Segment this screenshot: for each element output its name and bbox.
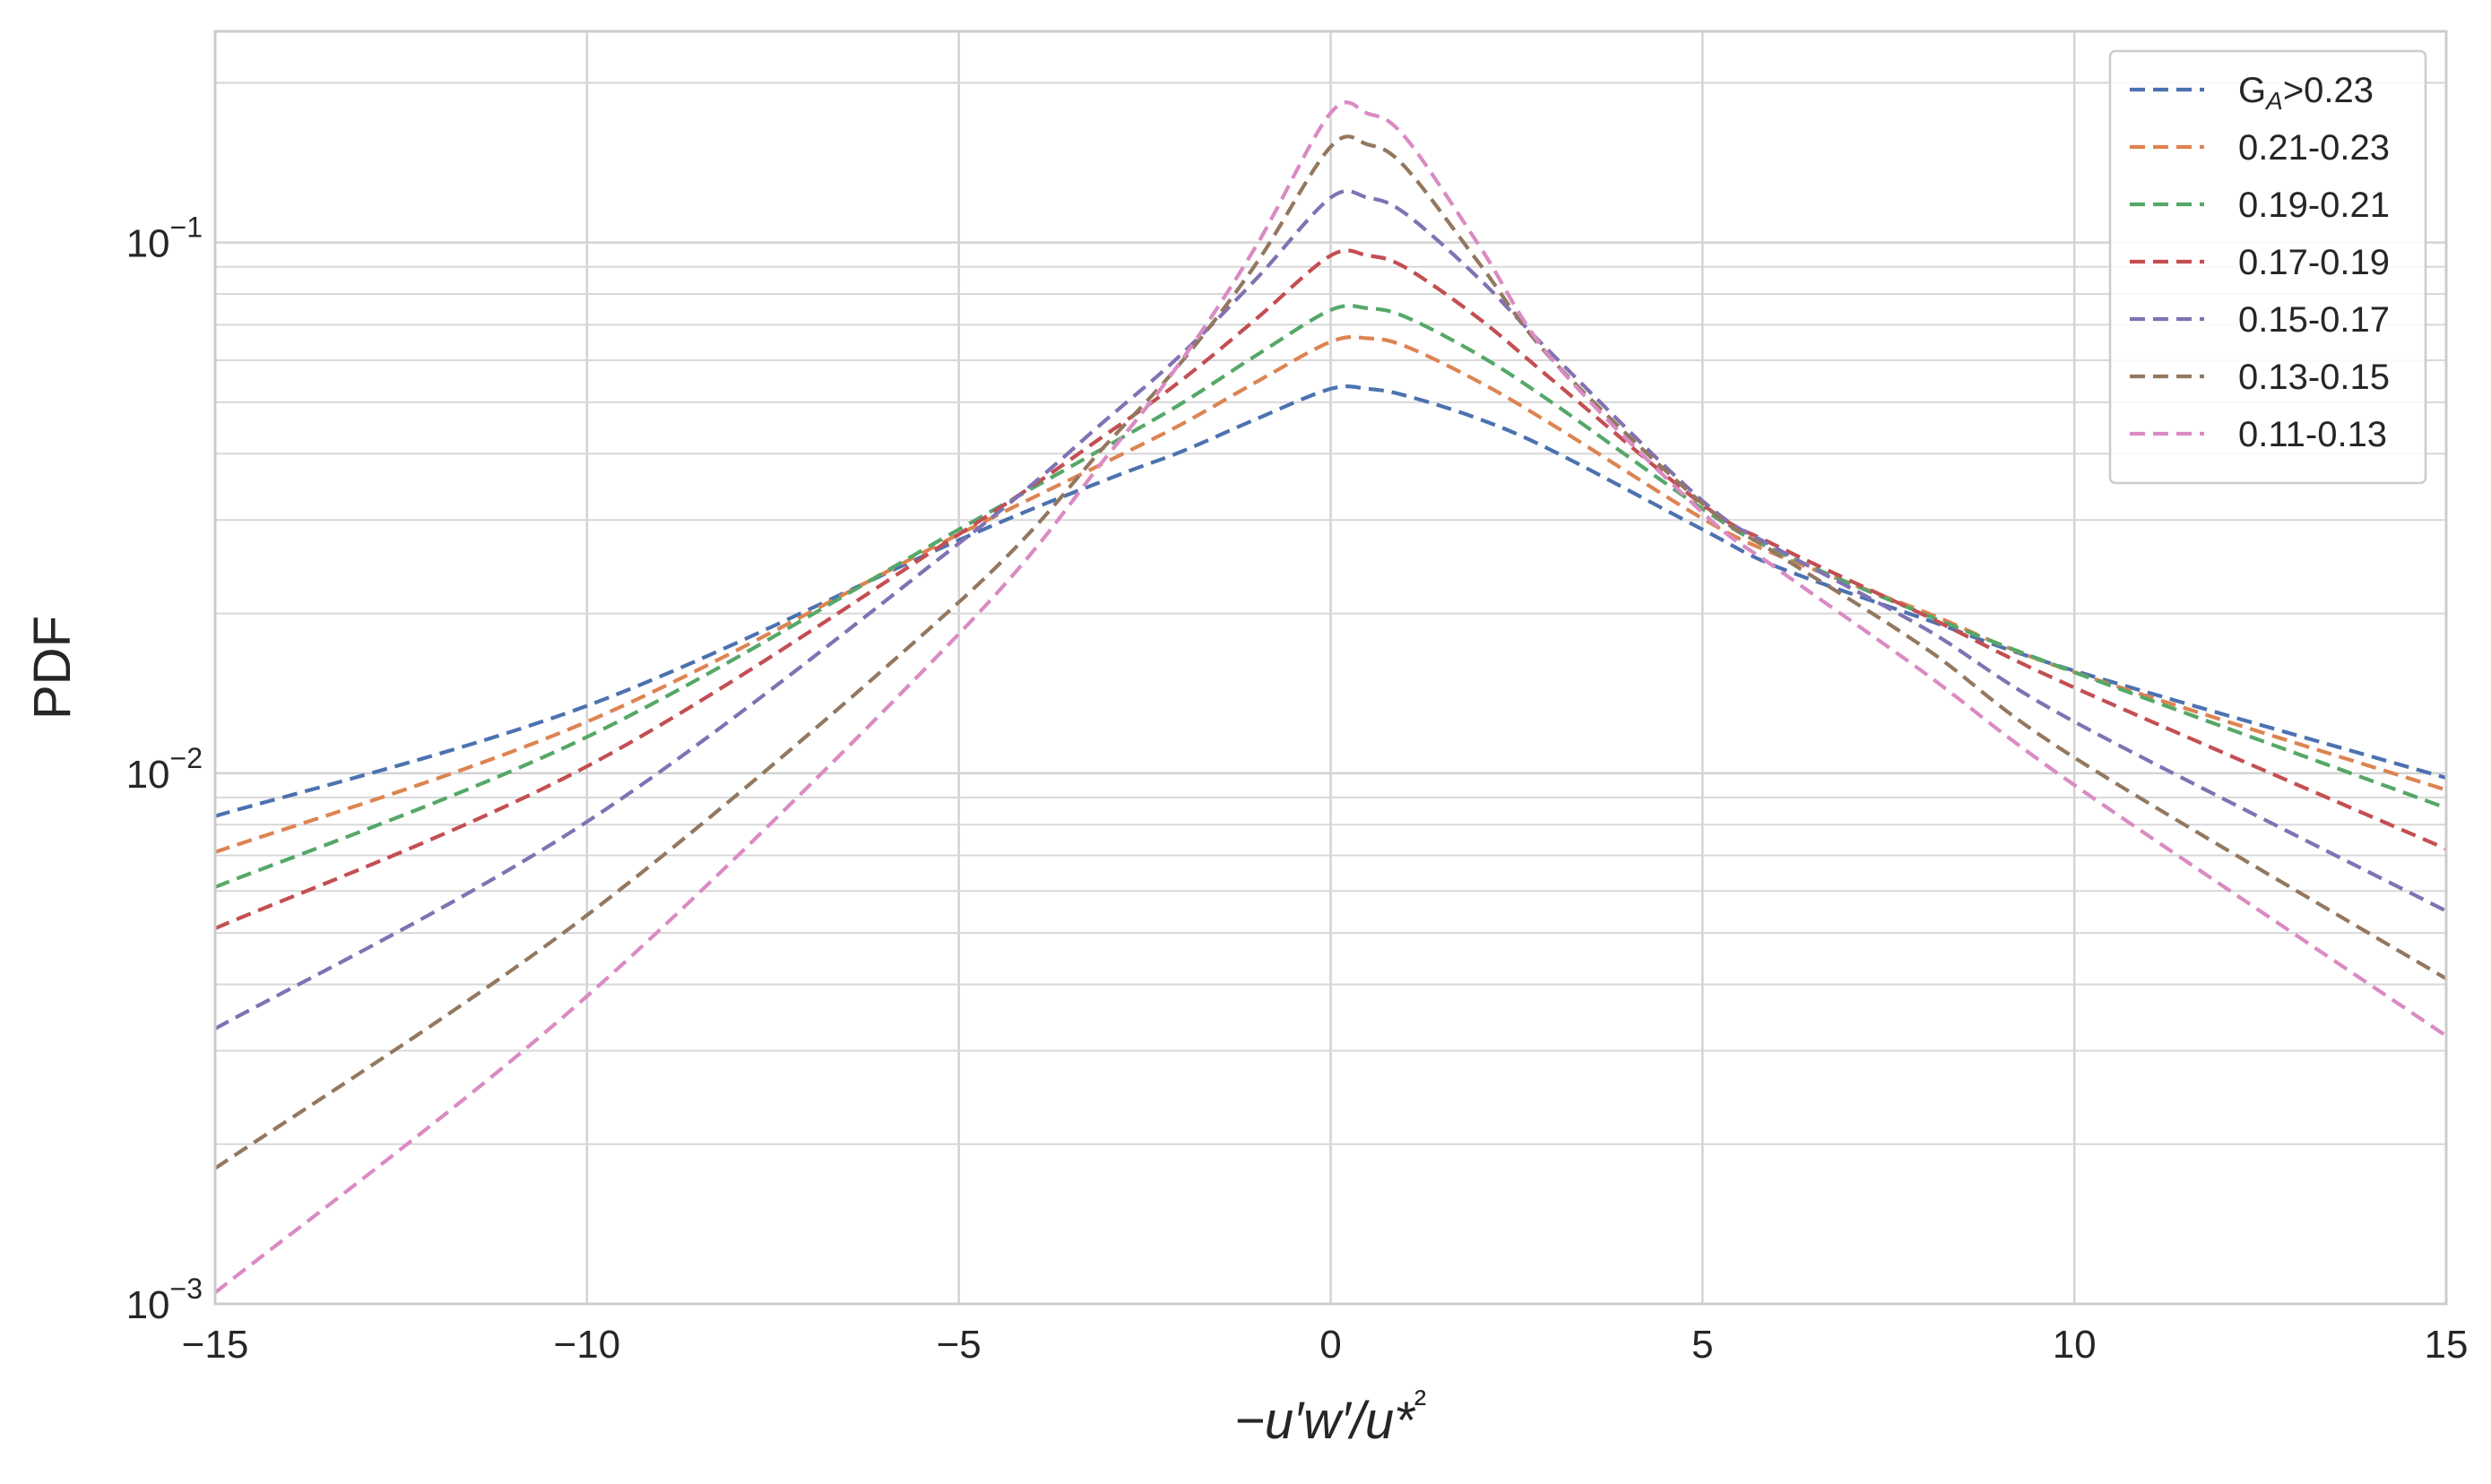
legend-entry: 0.11-0.13 — [2238, 415, 2387, 454]
legend-entry: GA>0.23 — [2238, 71, 2374, 115]
legend-entry: 0.13-0.15 — [2238, 358, 2390, 397]
plot-frame — [213, 30, 2448, 1306]
series-line-4 — [214, 248, 2447, 930]
y-tick-labels: 10−3 10−2 10−1 — [126, 211, 203, 1327]
y-tick-label: 10−3 — [126, 1273, 203, 1327]
x-tick-labels: −15 −10 −5 0 5 10 15 — [182, 1323, 2469, 1367]
y-tick-label: 10−1 — [126, 211, 203, 266]
series-lines — [213, 100, 2448, 1295]
x-tick-label: 0 — [1319, 1323, 1341, 1367]
legend-entry: 0.15-0.17 — [2238, 300, 2390, 340]
series-line-3 — [214, 304, 2447, 889]
y-axis-label: PDF — [23, 616, 82, 720]
x-tick-label: −10 — [554, 1323, 621, 1367]
legend-entry: 0.21-0.23 — [2238, 128, 2390, 168]
series-line-2 — [214, 335, 2447, 854]
x-tick-label: 15 — [2425, 1323, 2469, 1367]
x-tick-label: 5 — [1691, 1323, 1713, 1367]
legend: GA>0.23 0.21-0.23 0.19-0.21 0.17-0.19 0.15-0… — [2108, 49, 2427, 485]
series-line-6 — [213, 134, 2448, 1170]
series-line-1 — [214, 384, 2447, 818]
x-tick-label: 10 — [2053, 1323, 2097, 1367]
x-tick-label: −15 — [182, 1323, 249, 1367]
series-line-7 — [213, 100, 2448, 1295]
legend-entry: 0.17-0.19 — [2238, 243, 2390, 282]
grid — [213, 31, 2448, 1306]
y-tick-label: 10−2 — [126, 742, 203, 797]
x-axis-label: −u′w′/u*² — [1234, 1384, 1426, 1450]
legend-entry: 0.19-0.21 — [2238, 186, 2390, 225]
series-line-5 — [213, 189, 2447, 1031]
x-tick-label: −5 — [937, 1323, 982, 1367]
